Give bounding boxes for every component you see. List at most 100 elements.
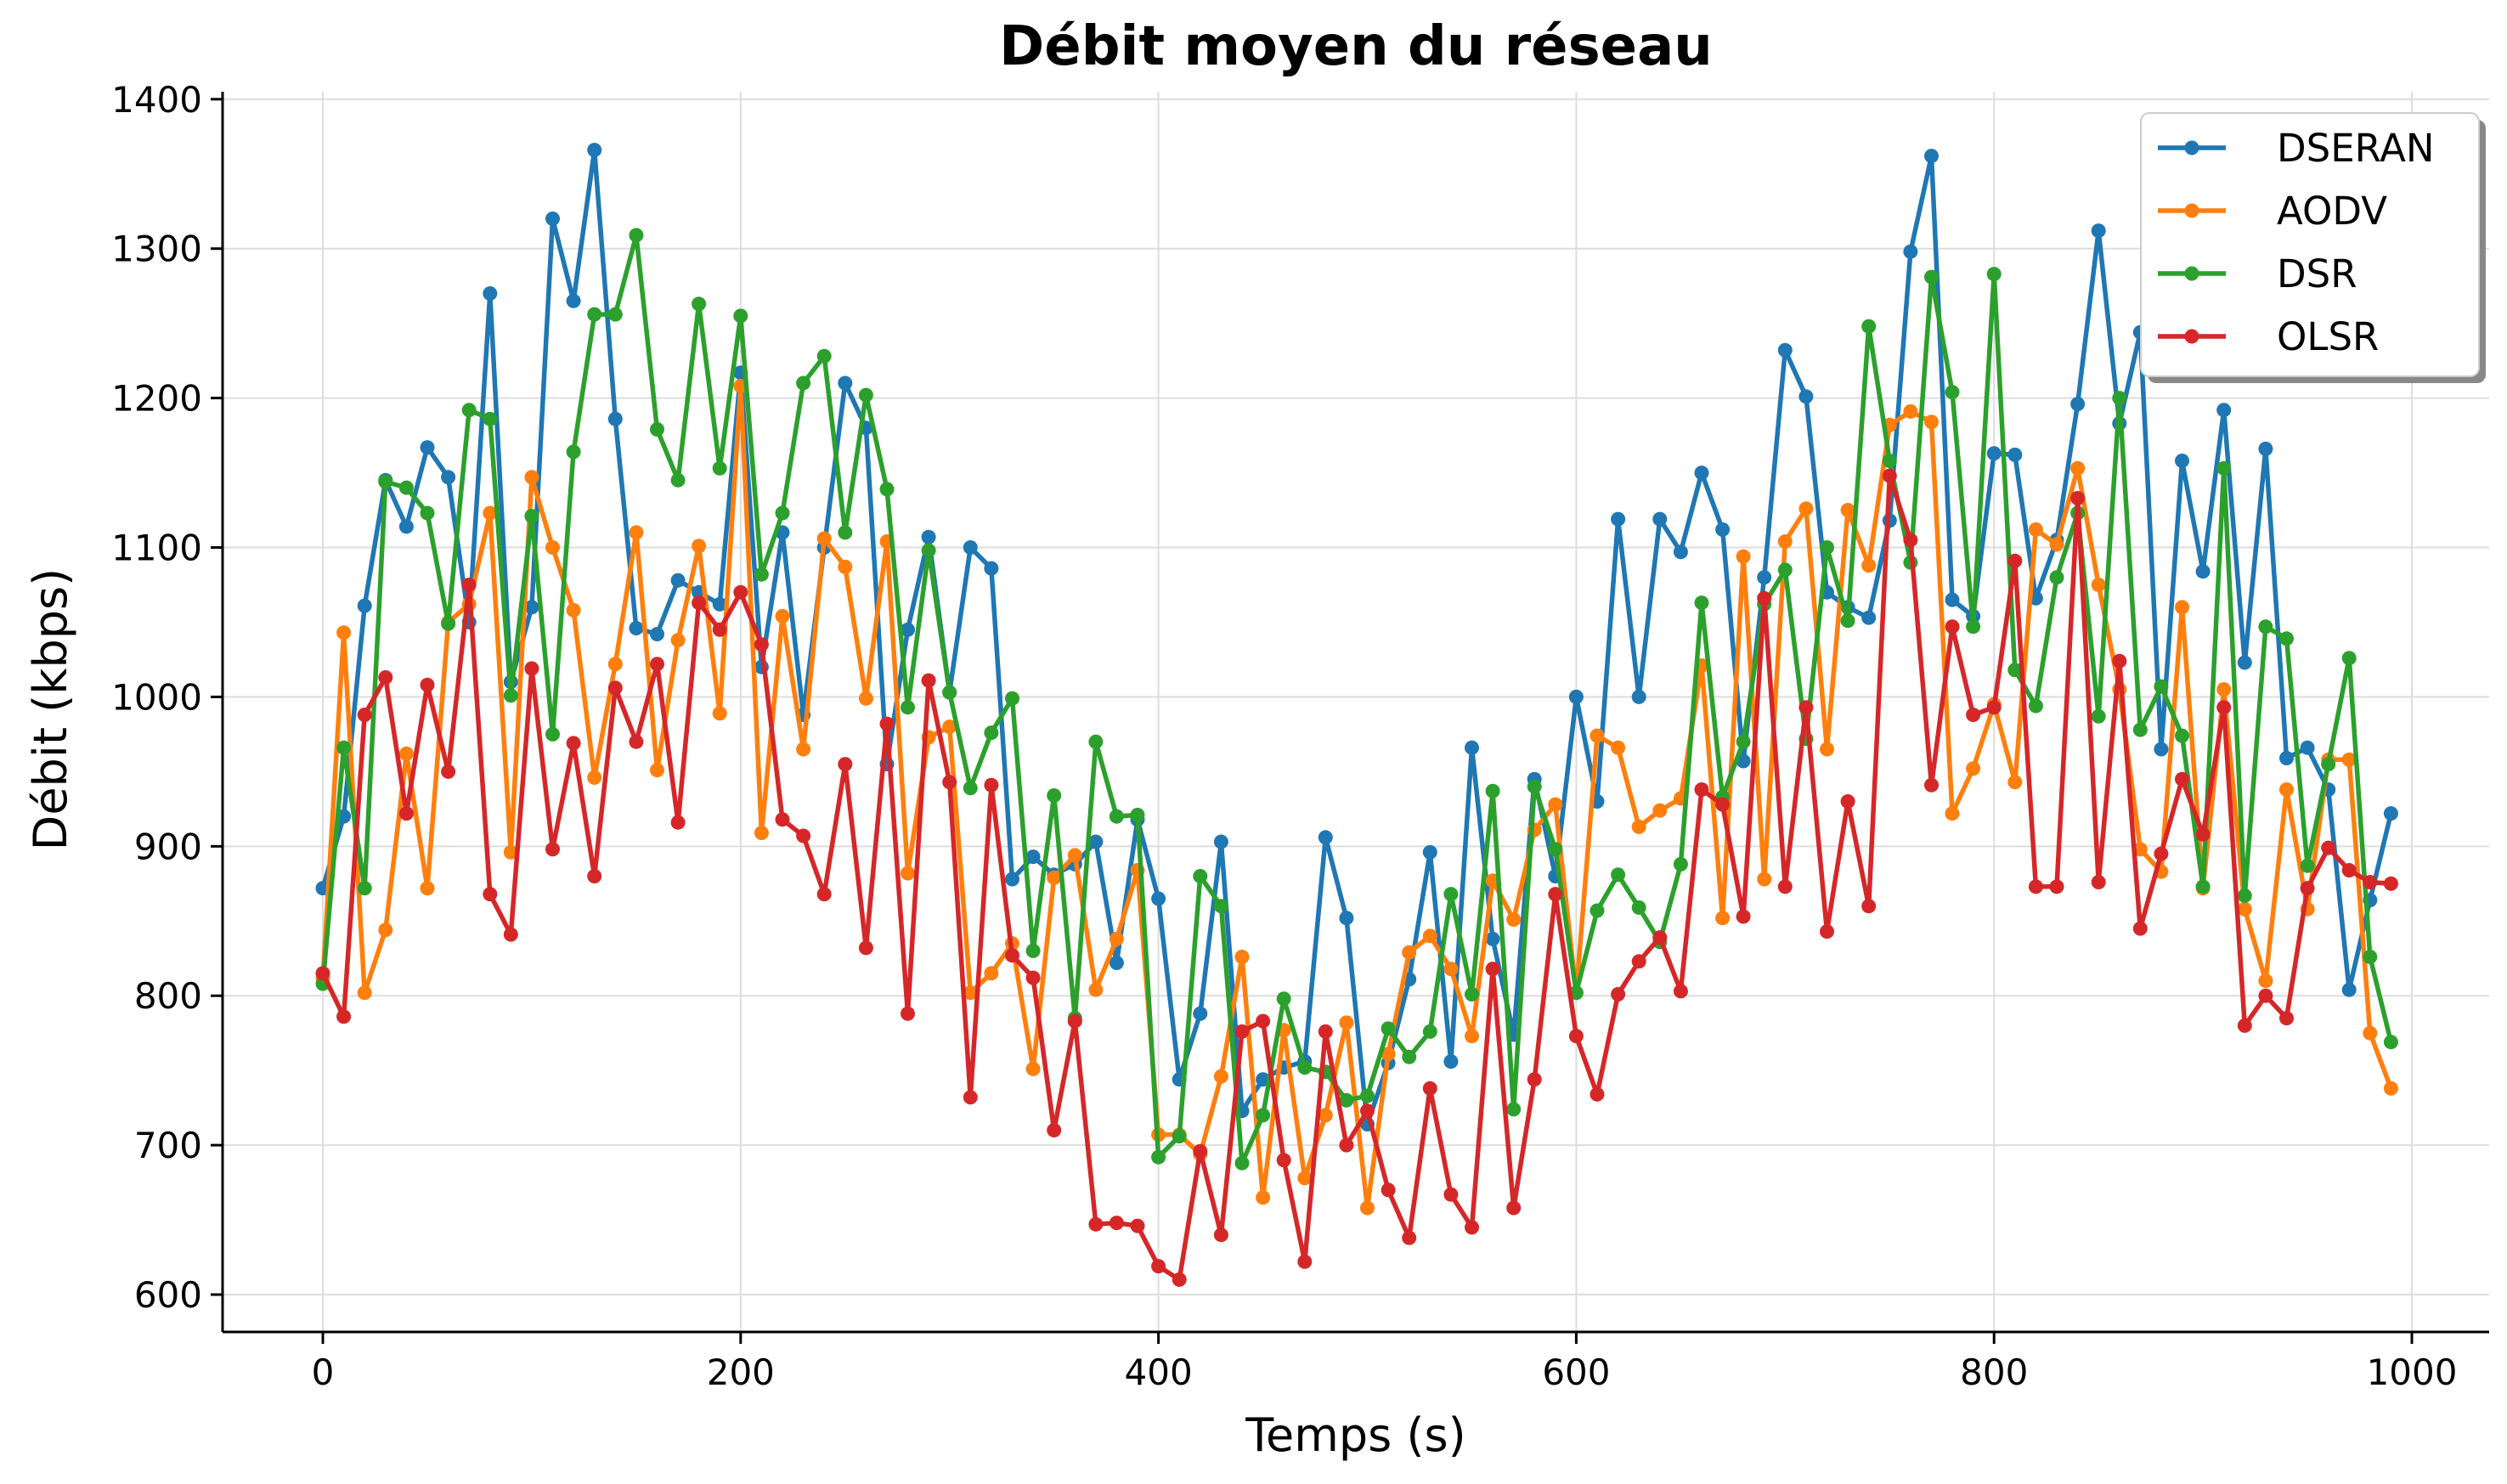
- data-point: [524, 470, 539, 485]
- y-tick-label: 1400: [111, 79, 202, 121]
- data-point: [838, 757, 853, 772]
- data-point: [1402, 945, 1417, 960]
- data-point: [1047, 788, 1062, 803]
- data-point: [1966, 619, 1981, 635]
- data-point: [1694, 466, 1709, 481]
- legend: DSERAN AODV DSR OLSR: [2140, 112, 2486, 383]
- data-point: [1715, 911, 1731, 926]
- data-point: [1276, 1153, 1291, 1168]
- data-point: [754, 567, 769, 582]
- data-point: [1193, 1006, 1208, 1021]
- data-point: [2049, 879, 2064, 894]
- data-point: [2216, 700, 2232, 715]
- data-point: [1151, 891, 1166, 906]
- data-point: [1360, 1088, 1375, 1103]
- data-point: [441, 764, 456, 779]
- legend-label: OLSR: [2277, 314, 2379, 359]
- data-point: [1527, 1072, 1542, 1087]
- data-point: [963, 1090, 978, 1105]
- data-point: [712, 460, 727, 476]
- data-point: [2279, 782, 2294, 797]
- data-point: [1589, 903, 1605, 918]
- data-point: [1757, 872, 1772, 887]
- data-point: [984, 777, 999, 793]
- data-point: [1193, 869, 1208, 883]
- data-point: [1256, 1190, 1271, 1205]
- y-tick-label: 700: [134, 1125, 202, 1166]
- data-point: [1966, 708, 1981, 722]
- data-point: [2321, 840, 2336, 855]
- legend-swatch-marker: [2184, 203, 2199, 218]
- data-point: [1966, 761, 1981, 776]
- data-point: [2154, 846, 2169, 861]
- data-point: [1861, 610, 1877, 625]
- data-point: [712, 622, 727, 637]
- data-point: [775, 608, 790, 624]
- data-point: [629, 228, 644, 243]
- data-point: [1840, 613, 1855, 629]
- data-point: [378, 670, 393, 685]
- data-point: [1005, 691, 1019, 706]
- data-point: [1339, 911, 1354, 926]
- data-point: [461, 578, 477, 592]
- data-point: [2363, 1025, 2378, 1041]
- chart-title: Débit moyen du réseau: [999, 15, 1713, 78]
- data-point: [1213, 834, 1228, 849]
- data-point: [712, 706, 727, 721]
- data-point: [1652, 930, 1668, 945]
- legend-box: [2140, 112, 2480, 377]
- data-point: [692, 595, 707, 611]
- data-point: [712, 596, 727, 612]
- data-point: [1318, 1108, 1333, 1123]
- data-point: [1945, 385, 1960, 400]
- data-point: [483, 286, 498, 301]
- data-point: [1548, 797, 1563, 812]
- data-point: [1673, 984, 1688, 999]
- data-point: [1234, 1155, 1250, 1171]
- data-point: [1757, 590, 1772, 606]
- data-point: [2154, 679, 2169, 694]
- data-point: [483, 505, 498, 521]
- data-point: [1694, 595, 1709, 611]
- data-point: [1611, 987, 1626, 1002]
- data-point: [2112, 653, 2127, 669]
- data-point: [1945, 592, 1960, 607]
- data-point: [587, 143, 602, 158]
- data-point: [1465, 1029, 1479, 1044]
- data-point: [545, 842, 560, 857]
- series-layer: [315, 143, 2398, 1287]
- data-point: [587, 307, 602, 322]
- data-point: [1777, 342, 1793, 358]
- data-point: [901, 622, 915, 637]
- data-point: [1820, 540, 1834, 555]
- data-point: [816, 348, 832, 364]
- legend-label: DSR: [2277, 251, 2357, 296]
- data-point: [378, 474, 393, 489]
- data-point: [2279, 751, 2294, 765]
- x-tick-label: 400: [1125, 1351, 1193, 1393]
- data-point: [1945, 619, 1960, 635]
- data-point: [1213, 1227, 1228, 1243]
- x-axis-label: Temps (s): [1245, 1408, 1465, 1462]
- data-point: [629, 734, 644, 749]
- data-point: [503, 688, 518, 703]
- data-point: [2175, 728, 2189, 743]
- y-tick-label: 1100: [111, 528, 202, 569]
- data-point: [963, 540, 978, 555]
- data-point: [336, 625, 352, 640]
- data-point: [1339, 1137, 1354, 1153]
- data-point: [1568, 1029, 1584, 1044]
- data-point: [587, 869, 602, 883]
- data-point: [2070, 491, 2086, 505]
- data-point: [587, 770, 602, 785]
- data-point: [2341, 863, 2357, 877]
- data-point: [901, 700, 915, 715]
- data-point: [1485, 962, 1500, 977]
- data-point: [1256, 1108, 1271, 1123]
- data-point: [1130, 1218, 1145, 1233]
- data-point: [545, 540, 560, 555]
- data-point: [2383, 1035, 2398, 1050]
- data-point: [1903, 533, 1918, 548]
- data-point: [357, 708, 372, 722]
